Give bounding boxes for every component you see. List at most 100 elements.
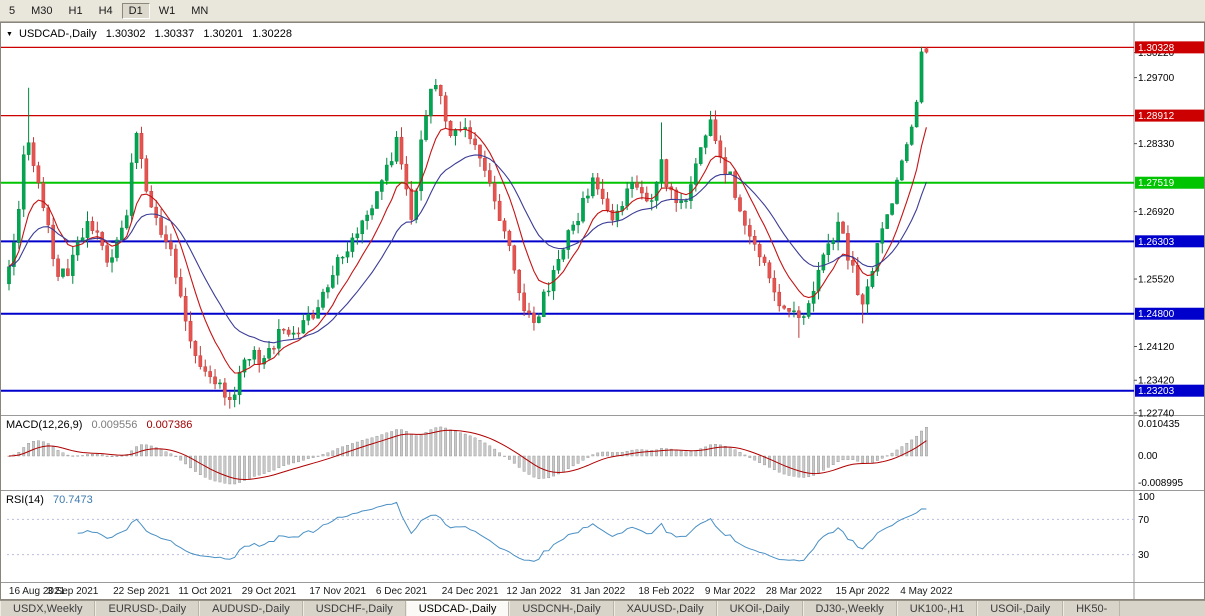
macd-bar — [218, 455, 222, 483]
candle — [429, 88, 433, 117]
macd-bar — [508, 455, 511, 460]
candle — [713, 119, 718, 142]
candle — [674, 189, 679, 204]
candle — [787, 308, 791, 312]
date-label: 18 Feb 2022 — [638, 586, 695, 597]
candle — [473, 138, 477, 146]
candle — [389, 161, 394, 166]
candle — [630, 182, 634, 189]
macd-bar — [463, 433, 467, 457]
timeframe-button-5[interactable]: 5 — [2, 3, 22, 19]
macd-axis-label: -0.008995 — [1138, 478, 1183, 489]
candle — [56, 258, 60, 277]
candle — [806, 303, 811, 317]
timeframe-button-h4[interactable]: H4 — [92, 3, 120, 19]
macd-indicator-label: MACD(12,26,9) — [6, 419, 83, 431]
candle — [335, 257, 340, 276]
ohlc-open: 1.30302 — [105, 28, 146, 40]
chart-tab-usdx-weekly[interactable]: USDX,Weekly — [0, 601, 96, 616]
candle — [507, 230, 512, 246]
macd-bar — [522, 455, 526, 472]
candle — [831, 240, 836, 244]
macd-bar — [493, 448, 497, 457]
candle — [502, 220, 507, 232]
date-label: 12 Jan 2022 — [506, 586, 561, 597]
chart-collapse-icon[interactable]: ▼ — [6, 31, 13, 38]
macd-bar — [375, 435, 379, 457]
candle — [267, 348, 271, 359]
chart-tab-ukoil-daily[interactable]: UKOil-,Daily — [716, 601, 803, 616]
chart-tab-audusd-daily[interactable]: AUDUSD-,Daily — [199, 601, 303, 616]
candle — [41, 182, 46, 208]
macd-bar — [370, 437, 374, 457]
candle — [532, 312, 536, 323]
rsi-indicator-label: RSI(14) — [6, 494, 44, 506]
chart-tab-xauusd-daily[interactable]: XAUUSD-,Daily — [613, 601, 717, 616]
candle — [124, 215, 129, 229]
chart-tab-usdcnh-daily[interactable]: USDCNH-,Daily — [509, 601, 614, 616]
macd-bar — [169, 453, 173, 457]
chart-tab-usoil-daily[interactable]: USOil-,Daily — [977, 601, 1064, 616]
macd-bar — [890, 452, 894, 457]
candle — [635, 182, 639, 188]
candle — [213, 376, 217, 385]
candle — [924, 48, 929, 53]
price-line-label-box — [1135, 307, 1204, 320]
chart-tab-usdchf-daily[interactable]: USDCHF-,Daily — [302, 601, 406, 616]
macd-bar — [365, 438, 369, 457]
chart-tab-dj30-weekly[interactable]: DJ30-,Weekly — [802, 601, 897, 616]
candle — [904, 144, 909, 162]
candle — [571, 224, 575, 231]
chart-tab-eurusd-daily[interactable]: EURUSD-,Daily — [95, 601, 200, 616]
macd-bar — [512, 455, 516, 464]
timeframe-button-m30[interactable]: M30 — [24, 3, 59, 19]
macd-bar — [17, 451, 21, 457]
macd-bar — [532, 455, 536, 478]
candle — [694, 163, 698, 185]
candle — [890, 203, 894, 215]
candle — [75, 240, 80, 256]
candle — [26, 142, 31, 155]
price-line-label: 1.26303 — [1138, 237, 1175, 248]
chart-tab-usdcad-daily[interactable]: USDCAD-,Daily — [405, 601, 510, 616]
macd-bar — [120, 455, 124, 457]
candle — [517, 269, 522, 294]
macd-bar — [390, 431, 394, 457]
candle — [836, 221, 840, 241]
candle — [576, 221, 580, 226]
ma-slow-line — [8, 154, 927, 344]
rsi-axis-label: 30 — [1138, 550, 1150, 561]
chart-tab-hk50[interactable]: HK50- — [1063, 601, 1121, 616]
chart-canvas[interactable]: 1.30220 1.29700 1.28330 1.26920 1.25520 1.241… — [1, 23, 1204, 599]
price-line-label: 1.28912 — [1138, 111, 1175, 122]
chart-tab-uk100-h1[interactable]: UK100-,H1 — [896, 601, 978, 616]
candle — [625, 188, 629, 207]
candle — [561, 249, 566, 260]
date-label: 28 Mar 2022 — [766, 586, 823, 597]
price-tick-label: 1.22740 — [1138, 409, 1175, 420]
macd-bar — [419, 434, 423, 457]
candle — [321, 291, 325, 308]
candle — [777, 291, 782, 307]
price-tick-label: 1.23420 — [1138, 376, 1175, 387]
timeframe-button-w1[interactable]: W1 — [152, 3, 183, 19]
candle — [360, 220, 365, 235]
macd-bar — [768, 455, 771, 468]
macd-bar — [640, 449, 644, 457]
price-tick-label: 1.29700 — [1138, 73, 1175, 84]
price-tick-label: 1.24120 — [1138, 342, 1175, 353]
macd-bar — [404, 431, 408, 457]
candle — [21, 154, 26, 210]
macd-bar — [316, 455, 320, 457]
macd-bar — [871, 455, 874, 463]
candle — [492, 182, 497, 202]
macd-bar — [292, 455, 295, 464]
candle — [291, 332, 296, 335]
macd-bar — [331, 450, 335, 457]
timeframe-button-mn[interactable]: MN — [184, 3, 215, 19]
macd-bar — [189, 455, 192, 469]
timeframe-button-h1[interactable]: H1 — [62, 3, 90, 19]
timeframe-button-d1[interactable]: D1 — [121, 2, 150, 19]
macd-bar — [213, 455, 217, 482]
ohlc-close: 1.30228 — [252, 28, 292, 40]
